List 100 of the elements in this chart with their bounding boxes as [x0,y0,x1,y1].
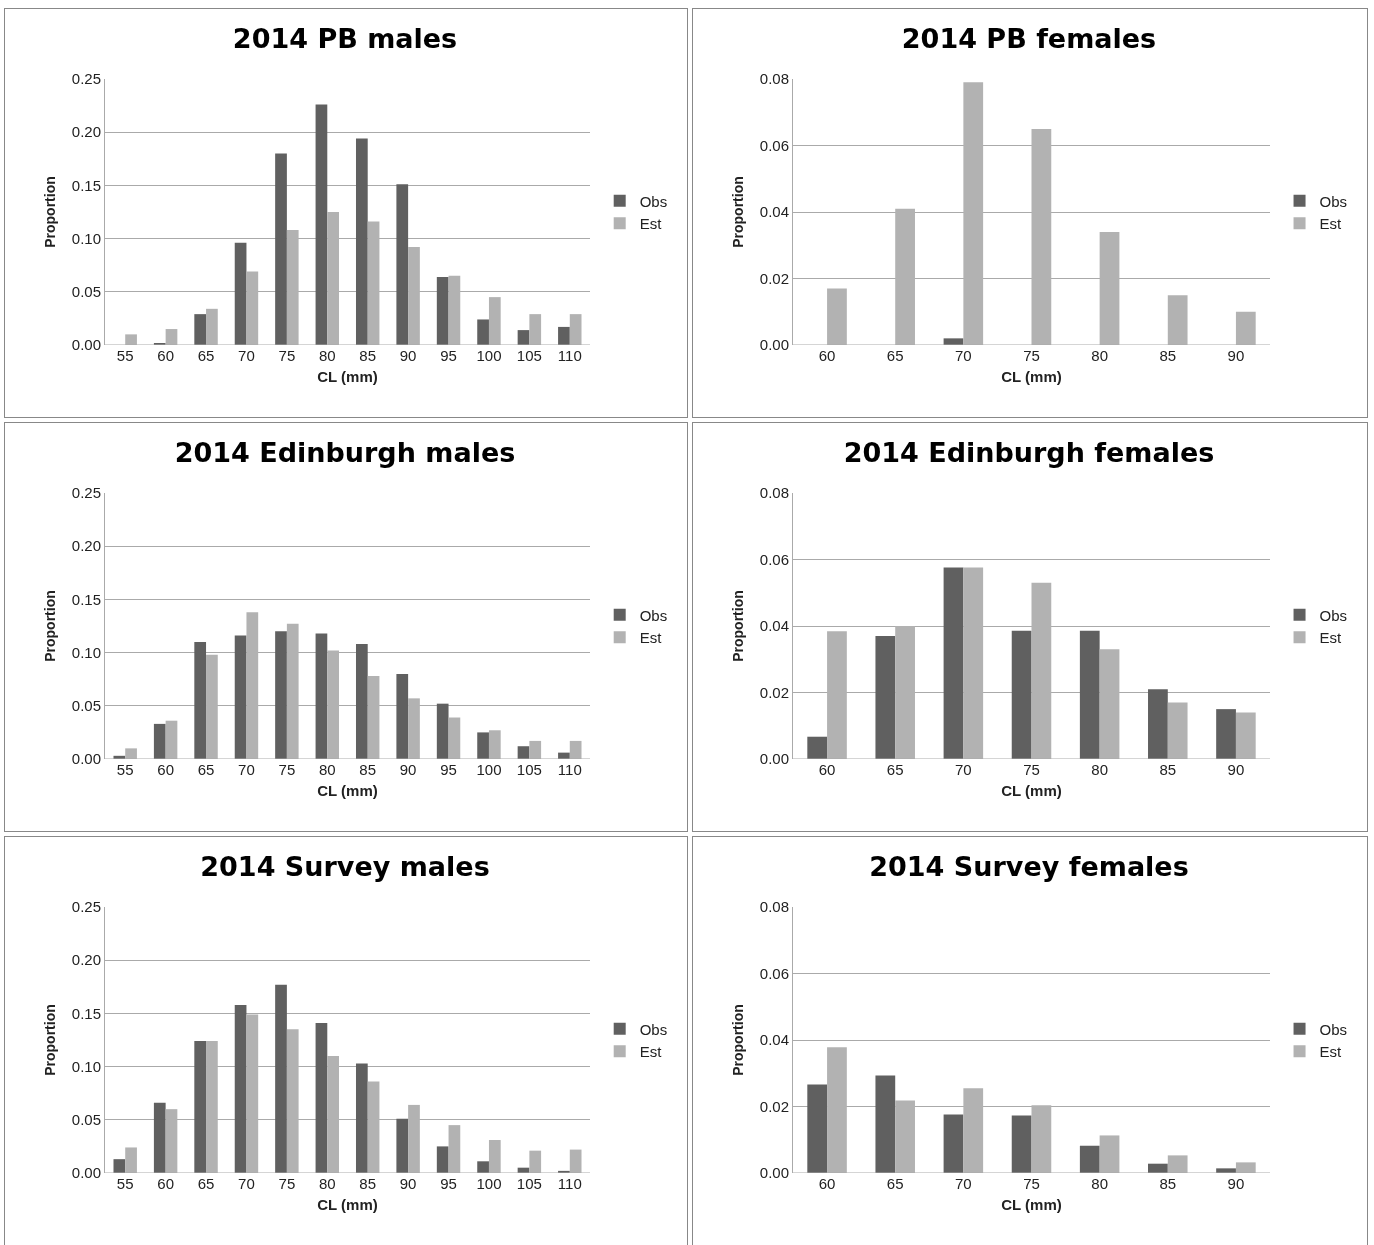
x-tick-label: 110 [557,1175,582,1192]
x-tick-label: 110 [557,761,582,778]
y-tick-label: 0.05 [71,283,101,301]
x-tick-label: 100 [476,761,502,778]
y-axis-title: Proportion [42,1004,59,1076]
x-tick-label: 60 [818,761,836,778]
x-axis-title: CL (mm) [1001,782,1062,799]
x-tick-label: 90 [399,761,417,778]
x-tick-label: 65 [197,761,215,778]
y-tick-label: 0.15 [71,590,101,608]
legend-label: Obs [639,606,668,624]
y-tick-label: 0.08 [759,898,789,916]
legend-label: Est [639,629,663,647]
y-tick-label: 0.20 [71,537,101,555]
y-tick-label: 0.08 [759,70,789,88]
y-tick-label: 0.08 [759,484,789,502]
y-axis-title: Proportion [42,590,59,662]
x-tick-label: 75 [278,347,296,364]
legend-label: Est [1319,215,1343,233]
y-tick-label: 0.00 [71,1164,101,1182]
x-tick-label: 55 [116,1175,134,1192]
y-tick-label: 0.06 [759,964,789,982]
x-tick-label: 85 [1159,761,1177,778]
x-tick-label: 80 [1091,1175,1108,1192]
chart-title: 2014 Edinburgh males [174,437,516,469]
x-axis-title: CL (mm) [317,368,378,385]
x-tick-label: 105 [516,347,542,364]
x-tick-label: 65 [886,761,904,778]
x-tick-label: 80 [318,1175,336,1192]
y-tick-label: 0.04 [759,203,789,221]
chart-title: 2014 Survey males [200,851,490,883]
x-tick-label: 80 [318,347,336,364]
y-axis-title: Proportion [730,590,747,662]
x-tick-label: 60 [157,347,174,364]
x-tick-label: 75 [1023,347,1040,364]
x-tick-label: 90 [399,347,417,364]
x-tick-label: 110 [557,347,582,364]
x-tick-label: 90 [1227,347,1245,364]
x-tick-label: 85 [359,1175,377,1192]
x-tick-label: 105 [516,761,542,778]
y-tick-label: 0.10 [71,229,101,247]
x-tick-label: 70 [238,761,255,778]
y-tick-label: 0.02 [759,269,789,287]
x-tick-label: 80 [1091,761,1108,778]
y-tick-label: 0.06 [759,550,789,568]
y-tick-label: 0.15 [71,1004,101,1022]
x-tick-label: 60 [818,1175,836,1192]
legend-label: Obs [639,192,668,210]
y-tick-label: 0.05 [71,697,101,715]
y-tick-label: 0.25 [71,70,101,88]
legend-label: Est [1319,1043,1343,1061]
y-tick-label: 0.25 [71,898,101,916]
x-tick-label: 85 [1159,1175,1177,1192]
x-tick-label: 60 [157,761,174,778]
y-tick-label: 0.04 [759,617,789,635]
x-tick-label: 85 [1159,347,1177,364]
x-tick-label: 75 [1023,761,1040,778]
y-axis-title: Proportion [730,176,747,248]
x-tick-label: 80 [318,761,336,778]
x-tick-label: 70 [238,1175,255,1192]
x-tick-label: 100 [476,1175,502,1192]
chart-title: 2014 Survey females [869,851,1189,883]
x-tick-label: 90 [1227,1175,1245,1192]
x-tick-label: 75 [1023,1175,1040,1192]
x-tick-label: 55 [116,761,134,778]
y-tick-label: 0.10 [71,1057,101,1075]
x-tick-label: 70 [955,1175,972,1192]
x-tick-label: 95 [440,761,457,778]
x-tick-label: 65 [886,1175,904,1192]
x-tick-label: 85 [359,347,377,364]
x-tick-label: 70 [955,761,972,778]
y-axis-title: Proportion [42,176,59,248]
y-tick-label: 0.02 [759,1097,789,1115]
legend-label: Est [639,215,663,233]
x-axis-title: CL (mm) [1001,368,1062,385]
y-tick-label: 0.00 [759,336,789,354]
x-tick-label: 75 [278,1175,296,1192]
x-tick-label: 95 [440,1175,457,1192]
y-tick-label: 0.15 [71,176,101,194]
y-tick-label: 0.00 [759,750,789,768]
x-tick-label: 70 [955,347,972,364]
x-axis-title: CL (mm) [317,1196,378,1213]
x-tick-label: 60 [157,1175,174,1192]
x-axis-title: CL (mm) [1001,1196,1062,1213]
y-axis-title: Proportion [730,1004,747,1076]
legend-label: Est [639,1043,663,1061]
chart-title: 2014 PB males [232,23,458,55]
x-tick-label: 70 [238,347,255,364]
x-tick-label: 105 [516,1175,542,1192]
x-tick-label: 65 [197,347,215,364]
x-tick-label: 95 [440,347,457,364]
x-tick-label: 65 [197,1175,215,1192]
x-tick-label: 90 [1227,761,1245,778]
x-tick-label: 100 [476,347,502,364]
y-tick-label: 0.20 [71,951,101,969]
legend-label: Obs [1319,606,1348,624]
y-tick-label: 0.06 [759,136,789,154]
y-tick-label: 0.20 [71,123,101,141]
x-tick-label: 80 [1091,347,1108,364]
legend-label: Obs [1319,192,1348,210]
